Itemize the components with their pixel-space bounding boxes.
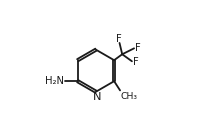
Text: N: N: [93, 92, 101, 102]
Text: H₂N: H₂N: [45, 76, 64, 86]
Text: F: F: [133, 57, 139, 67]
Text: CH₃: CH₃: [121, 92, 138, 101]
Text: F: F: [135, 43, 141, 53]
Text: F: F: [116, 34, 122, 44]
